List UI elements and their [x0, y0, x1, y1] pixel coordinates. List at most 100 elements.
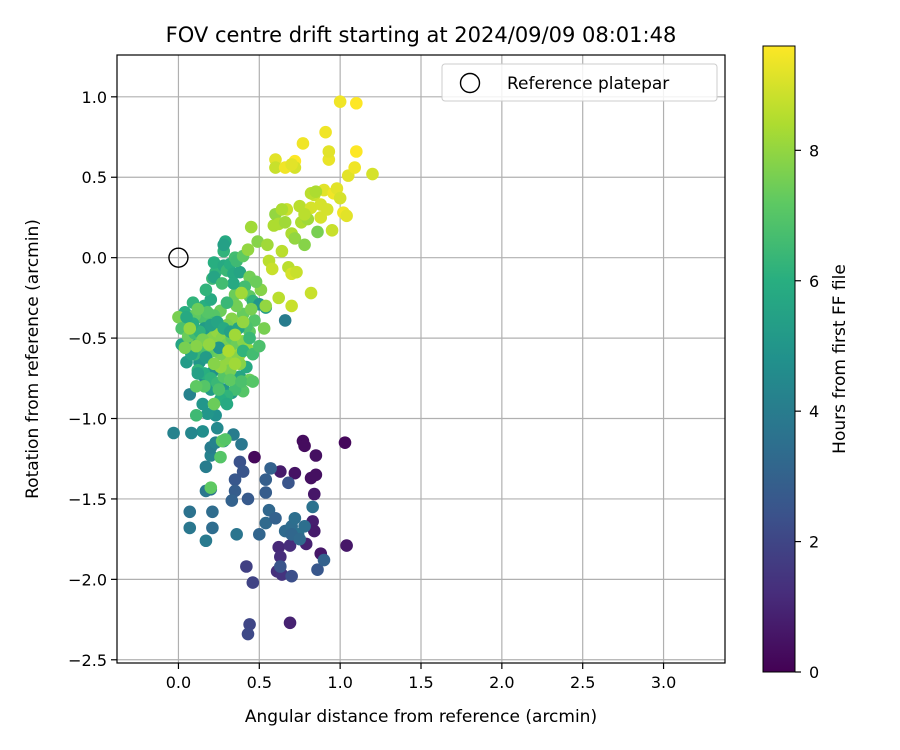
data-point — [215, 277, 229, 290]
data-point — [246, 375, 260, 388]
data-point — [309, 449, 323, 462]
data-point — [217, 238, 231, 252]
data-point — [246, 576, 260, 589]
data-point — [222, 344, 235, 358]
colorbar-tick-label: 0 — [809, 663, 819, 682]
legend: Reference platepar — [441, 63, 718, 102]
data-point — [298, 439, 311, 453]
data-point — [199, 534, 213, 548]
y-axis-ticks: 1.0 0.5 0.0 −0.5 −1.0 −1.5 −2.0 −2.5 — [68, 88, 117, 670]
data-point — [307, 487, 321, 501]
data-point — [212, 341, 226, 355]
data-point — [311, 225, 324, 239]
data-point — [340, 209, 353, 223]
x-tick-label: 0.5 — [247, 673, 272, 692]
data-point — [236, 315, 250, 329]
data-point — [227, 277, 240, 290]
data-point — [304, 286, 318, 300]
data-point — [274, 465, 287, 478]
data-point — [269, 161, 282, 174]
data-point — [248, 450, 261, 464]
colorbar-ticks: 0 2 4 6 8 — [795, 141, 819, 682]
y-tick-label: −1.0 — [68, 410, 107, 429]
data-point — [278, 314, 292, 327]
data-point — [199, 460, 213, 474]
data-point — [228, 484, 242, 498]
data-point — [265, 262, 279, 276]
colorbar-tick-label: 2 — [809, 533, 819, 552]
data-point — [325, 224, 339, 237]
data-point — [210, 421, 224, 435]
data-point — [309, 468, 323, 482]
data-point — [191, 302, 205, 316]
data-point — [259, 473, 273, 486]
data-point — [236, 344, 250, 358]
data-point — [185, 426, 198, 440]
data-point — [235, 286, 248, 300]
data-point — [230, 528, 243, 541]
data-point — [220, 397, 234, 411]
data-point — [288, 232, 302, 245]
data-point — [350, 145, 363, 158]
data-point — [285, 299, 298, 313]
y-tick-label: −2.0 — [68, 570, 107, 589]
data-point — [206, 521, 219, 535]
data-point — [272, 540, 286, 554]
data-point — [272, 291, 286, 305]
data-point — [252, 339, 266, 353]
x-tick-label: 1.0 — [327, 673, 352, 692]
x-axis-label: Angular distance from reference (arcmin) — [245, 707, 597, 727]
y-tick-label: −2.5 — [68, 651, 107, 670]
data-point — [207, 256, 221, 269]
data-point — [240, 560, 253, 573]
data-point — [183, 505, 197, 519]
colorbar-label: Hours from first FF file — [830, 264, 850, 454]
y-tick-label: 1.0 — [82, 88, 107, 107]
data-points — [167, 95, 379, 641]
data-point — [348, 161, 362, 174]
data-point — [206, 505, 219, 519]
data-point — [244, 220, 258, 234]
data-point — [298, 238, 311, 252]
data-point — [202, 338, 216, 351]
data-point — [189, 339, 203, 353]
data-point — [283, 539, 297, 552]
data-point — [196, 397, 210, 411]
data-point — [274, 550, 287, 564]
data-point — [228, 357, 242, 371]
data-point — [293, 532, 307, 546]
data-point — [235, 375, 248, 388]
data-point — [288, 466, 302, 480]
data-point — [252, 528, 266, 541]
x-tick-label: 2.0 — [489, 673, 514, 692]
data-point — [223, 373, 237, 387]
x-tick-label: 2.5 — [570, 673, 595, 692]
data-point — [201, 407, 214, 420]
y-axis-label: Rotation from reference (arcmin) — [23, 219, 43, 499]
data-point — [311, 563, 324, 577]
y-tick-label: −0.5 — [68, 329, 107, 348]
data-point — [307, 524, 321, 538]
data-point — [243, 331, 256, 345]
data-point — [259, 486, 273, 499]
data-point — [191, 367, 205, 380]
data-point — [251, 235, 264, 248]
legend-label: Reference platepar — [507, 74, 669, 94]
y-tick-label: 0.0 — [82, 249, 107, 268]
x-tick-label: 3.0 — [651, 673, 676, 692]
y-tick-label: 0.5 — [82, 168, 107, 187]
data-point — [366, 167, 379, 181]
data-point — [282, 476, 295, 490]
data-point — [330, 182, 344, 195]
data-point — [243, 618, 256, 631]
data-point — [269, 511, 282, 525]
data-point — [288, 511, 302, 525]
data-point — [317, 553, 331, 567]
data-point — [249, 275, 263, 289]
data-point — [257, 322, 271, 335]
data-point — [207, 357, 221, 371]
data-point — [333, 95, 347, 108]
data-point — [189, 380, 203, 393]
data-point — [338, 436, 352, 449]
data-point — [204, 293, 218, 306]
